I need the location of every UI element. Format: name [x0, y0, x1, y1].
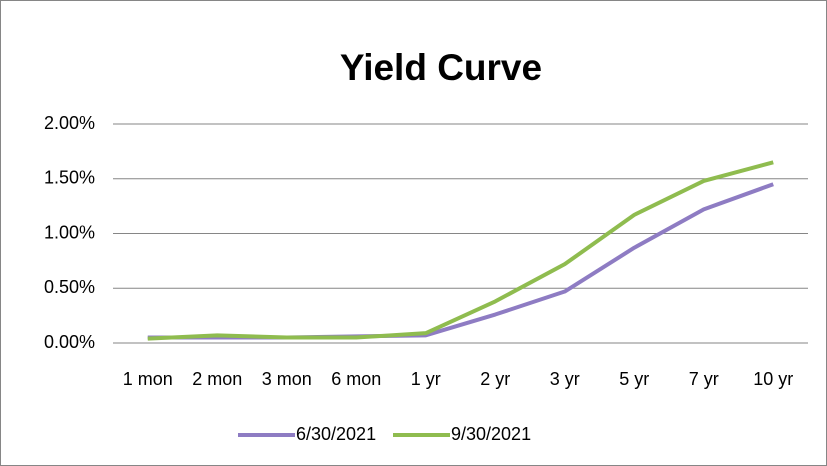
x-tick-label: 1 mon	[123, 369, 173, 389]
x-tick-label: 2 mon	[192, 369, 242, 389]
y-tick-label: 1.50%	[44, 168, 95, 188]
y-tick-label: 2.00%	[44, 113, 95, 133]
x-tick-label: 6 mon	[331, 369, 381, 389]
x-tick-label: 10 yr	[753, 369, 793, 389]
series-line	[147, 160, 774, 341]
x-tick-label: 3 mon	[262, 369, 312, 389]
legend-label: 6/30/2021	[296, 424, 376, 444]
chart-title: Yield Curve	[340, 47, 542, 88]
x-tick-label: 3 yr	[550, 369, 580, 389]
legend-label: 9/30/2021	[451, 424, 531, 444]
x-tick-label: 7 yr	[689, 369, 719, 389]
y-tick-label: 0.00%	[44, 332, 95, 352]
x-tick-label: 1 yr	[411, 369, 441, 389]
x-tick-label: 2 yr	[480, 369, 510, 389]
y-tick-label: 1.00%	[44, 222, 95, 242]
y-tick-label: 0.50%	[44, 277, 95, 297]
x-tick-label: 5 yr	[619, 369, 649, 389]
